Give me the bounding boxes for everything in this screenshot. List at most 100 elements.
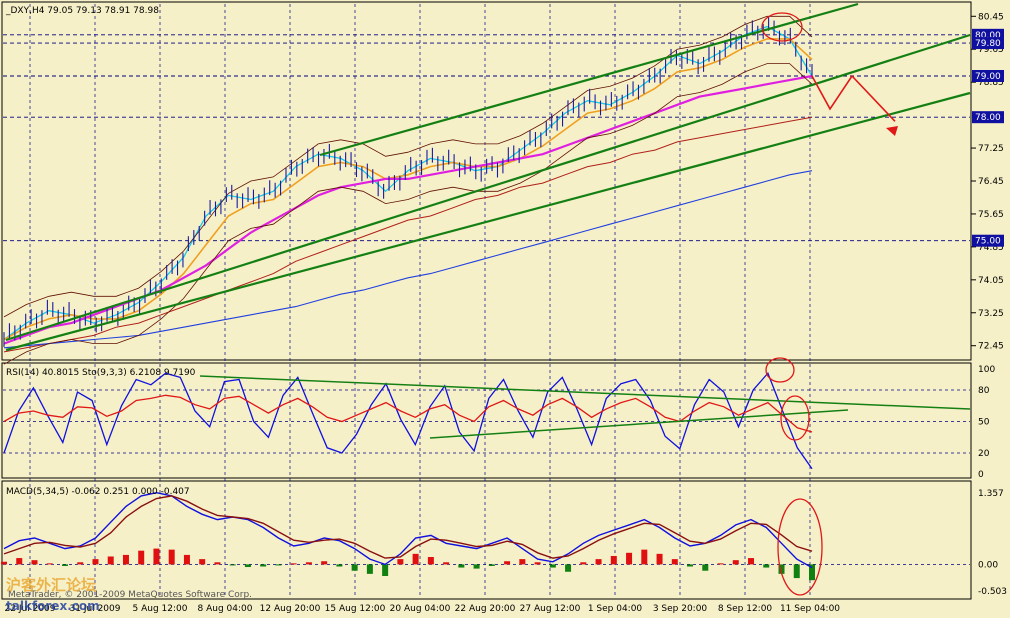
price-level-box [972,234,1004,247]
macd-histogram-bar [275,564,282,566]
macd-tick-label: 1.357 [978,489,1004,499]
price-level-box [972,37,1004,50]
price-level-label: 78.00 [975,113,1001,123]
sma-long-line [3,116,813,353]
macd-panel-frame [1,480,972,600]
rsi-tick-label: 20 [978,449,990,459]
macd-histogram-bar [305,562,312,565]
macd-histogram-bar [31,560,38,565]
macd-histogram-bar [641,549,648,565]
price-level-label: 79.80 [975,39,1001,49]
macd-histogram-bar [702,564,709,571]
macd-histogram-bar [366,564,373,574]
rsi-highlight-circle [780,395,810,441]
price-tick-label: 75.65 [978,210,1004,220]
stochastic-line [3,371,813,470]
macd-histogram-bar [504,561,511,565]
price-level-label: 79.00 [975,72,1001,82]
axis-labels: 22 Jul 2009 31 Jul 2009 5 Aug 12:00 8 Aug 0… [5,12,1007,614]
macd-histogram-bar [229,564,236,566]
price-panel [3,2,971,365]
x-tick-label: 15 Aug 12:00 [325,604,386,614]
trend-channel-line [319,2,859,157]
rsi-tick-label: 100 [978,365,995,375]
trend-channel-line [5,91,971,352]
x-tick-label: 22 Aug 20:00 [455,604,516,614]
macd-histogram-bar [732,560,739,565]
macd-histogram-bar [443,562,450,565]
macd-histogram-bar [244,564,251,568]
macd-histogram-bar [260,564,267,567]
macd-histogram-bar [77,562,84,565]
price-tick-label: 74.05 [978,276,1004,286]
x-tick-label: 22 Jul 2009 [5,604,56,614]
price-level-box [972,70,1004,82]
ema-slow-line [3,38,813,341]
price-tick-label: 77.25 [978,144,1004,154]
price-tick-label: 74.85 [978,243,1004,253]
price-tick-label: 79.65 [978,45,1004,55]
macd-histogram-bar [107,556,114,565]
macd-histogram-bar [153,548,160,565]
rsi-tick-label: 0 [978,470,984,480]
macd-histogram-bar [488,564,495,566]
forum-site-text: talkforex.com [6,599,100,613]
x-tick-label: 20 Aug 04:00 [390,604,451,614]
trend-channel-line [5,33,971,342]
macd-histogram-bar [168,549,175,565]
price-panel-header: _DXY,H4 79.05 79.13 78.91 78.98 [5,6,159,16]
price-level-label: 80.00 [975,31,1001,41]
macd-histogram-bar [778,564,785,574]
rsi-trendline [199,375,971,410]
macd-histogram-bar [397,559,404,565]
macd-histogram-bar [671,559,678,565]
macd-histogram-bar [92,559,99,565]
price-tick-label: 80.45 [978,12,1004,22]
grid-layer [3,4,970,598]
macd-histogram-bar [519,559,526,565]
band-lower-line [3,63,813,365]
macd-histogram-bar [717,563,724,565]
rsi-panel-frame [1,362,972,479]
price-level-label: 75.00 [975,237,1001,247]
macd-histogram-bar [549,564,556,568]
macd-histogram-bar [763,564,770,568]
macd-histogram-bar [793,564,800,579]
rsi-highlight-circle [765,357,795,383]
x-tick-label: 8 Sep 12:00 [718,604,773,614]
macd-histogram-bar [412,553,419,565]
highlight-circle [761,12,803,42]
forecast-path [811,74,896,122]
macd-histogram-bar [336,564,343,567]
macd-panel [1,491,823,596]
macd-histogram-bar [580,562,587,565]
rsi-panel-header: RSI(14) 40.8015 Sto(9,3,3) 6.2108 9.7190 [6,368,196,378]
price-tick-label: 73.25 [978,309,1004,319]
macd-histogram-bar [290,563,297,565]
macd-histogram-bar [61,564,68,566]
x-tick-label: 8 Aug 04:00 [198,604,253,614]
forum-logo-text: 沪客外汇论坛 [6,576,96,594]
macd-histogram-bar [656,553,663,565]
rsi-tick-label: 80 [978,386,990,396]
macd-histogram-bar [595,559,602,565]
rsi-trendline [429,409,849,439]
macd-histogram-bar [382,564,389,576]
macd-tick-label: -0.503 [978,587,1007,597]
macd-panel-header: MACD(5,34,5) -0.062 0.251 0.000 -0.407 [6,487,190,497]
macd-histogram-bar [122,554,129,565]
macd-histogram-bar [565,564,572,572]
macd-histogram-bar [351,564,358,571]
macd-histogram-bar [534,562,541,565]
macd-histogram-bar [214,562,221,565]
macd-histogram-bar [16,558,23,565]
x-tick-label: 1 Sep 04:00 [588,604,643,614]
forecast-arrowhead [886,126,898,136]
price-tick-label: 72.45 [978,342,1004,352]
x-tick-label: 27 Aug 12:00 [520,604,581,614]
macd-histogram-bar [687,564,694,567]
x-tick-label: 31 Jul 2009 [70,604,121,614]
copyright-text: MetaTrader, © 2001-2009 MetaQuotes Softw… [8,590,252,600]
